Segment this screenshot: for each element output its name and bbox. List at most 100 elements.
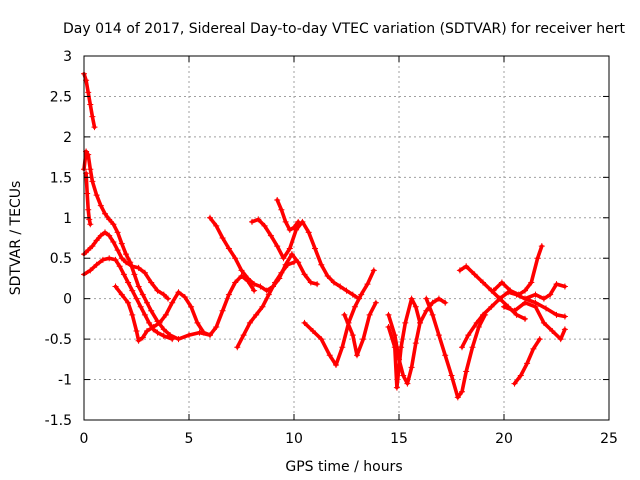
- plot-frame: [83, 55, 610, 421]
- data-point-marker: [543, 305, 549, 312]
- data-point-marker: [536, 336, 543, 343]
- data-point-marker: [553, 281, 560, 288]
- data-point-marker: [343, 287, 350, 294]
- data-point-marker: [301, 319, 308, 326]
- data-point-marker: [120, 271, 127, 278]
- data-point-marker: [305, 229, 312, 236]
- data-series-group: [81, 70, 568, 401]
- data-point-marker: [106, 232, 113, 239]
- data-point-marker: [141, 269, 148, 276]
- data-point-marker: [501, 303, 507, 310]
- data-point-marker: [253, 311, 260, 318]
- data-point-marker: [169, 336, 176, 343]
- data-point-marker: [475, 323, 482, 330]
- data-point-marker: [349, 291, 356, 298]
- data-point-marker: [244, 275, 251, 282]
- x-tick-label: 10: [285, 431, 303, 447]
- data-point-marker: [515, 291, 522, 298]
- data-point-marker: [456, 267, 463, 274]
- y-axis-label: SDTVAR / TECUs: [8, 181, 24, 296]
- data-point-marker: [398, 344, 405, 351]
- data-point-marker: [135, 264, 142, 271]
- data-point-marker: [385, 323, 392, 330]
- data-point-marker: [488, 303, 495, 310]
- data-point-marker: [408, 295, 415, 302]
- data-point-marker: [85, 206, 92, 213]
- data-point-marker: [89, 178, 96, 185]
- data-point-marker: [144, 299, 150, 306]
- data-point-marker: [442, 352, 449, 359]
- data-point-marker: [490, 287, 497, 294]
- data-point-marker: [465, 332, 472, 339]
- data-point-marker: [106, 255, 113, 262]
- data-point-marker: [288, 251, 295, 258]
- data-point-marker: [314, 281, 321, 288]
- data-point-marker: [87, 101, 94, 108]
- data-point-marker: [291, 224, 297, 231]
- data-point-marker: [85, 89, 92, 96]
- data-point-marker: [274, 243, 281, 250]
- data-point-marker: [125, 279, 132, 286]
- y-tick-label: -0.5: [45, 332, 72, 348]
- data-point-marker: [553, 311, 560, 318]
- data-point-marker: [339, 344, 346, 351]
- data-point-marker: [246, 319, 253, 326]
- data-point-marker: [312, 245, 318, 252]
- data-point-marker: [448, 372, 455, 379]
- data-point-marker: [125, 299, 132, 306]
- data-point-marker: [459, 388, 465, 395]
- data-point-marker: [267, 232, 274, 239]
- data-point-marker: [89, 243, 96, 250]
- y-tick-label: 0: [63, 292, 72, 308]
- data-point-marker: [318, 261, 325, 268]
- data-point-marker: [97, 202, 104, 209]
- data-point-marker: [219, 307, 226, 314]
- data-point-marker: [423, 295, 430, 302]
- data-point-marker: [110, 221, 117, 228]
- data-point-marker: [366, 311, 373, 318]
- data-point-marker: [291, 259, 297, 266]
- data-point-marker: [557, 336, 564, 343]
- data-point-marker: [84, 190, 91, 197]
- x-tick-label: 25: [600, 431, 618, 447]
- data-series: [208, 216, 319, 293]
- data-point-marker: [469, 344, 476, 351]
- data-point-marker: [169, 299, 176, 306]
- data-series: [491, 244, 544, 297]
- data-point-marker: [278, 206, 285, 213]
- data-point-marker: [528, 279, 535, 286]
- data-series: [386, 296, 448, 386]
- x-tick-label: 0: [80, 431, 89, 447]
- data-point-marker: [188, 303, 195, 310]
- data-point-marker: [471, 271, 478, 278]
- data-point-marker: [324, 273, 331, 280]
- data-point-marker: [286, 226, 293, 233]
- data-point-marker: [93, 192, 100, 199]
- data-point-marker: [393, 384, 400, 391]
- data-point-marker: [97, 232, 104, 239]
- data-point-marker: [532, 291, 539, 298]
- data-series: [502, 300, 567, 341]
- data-series: [342, 300, 378, 358]
- data-point-marker: [232, 255, 239, 262]
- data-point-marker: [278, 269, 285, 276]
- data-point-marker: [257, 283, 264, 290]
- data-point-marker: [181, 294, 188, 301]
- data-point-marker: [513, 311, 520, 318]
- data-point-marker: [349, 332, 356, 339]
- data-point-marker: [517, 372, 524, 379]
- y-tick-label: -1.5: [45, 413, 72, 429]
- data-point-marker: [538, 243, 545, 250]
- data-point-marker: [330, 279, 337, 286]
- y-tick-label: 2: [63, 130, 72, 146]
- data-point-marker: [372, 299, 379, 306]
- y-tick-label: 1: [63, 211, 72, 227]
- data-point-marker: [139, 291, 146, 298]
- data-point-marker: [251, 287, 258, 294]
- data-point-marker: [194, 319, 201, 326]
- data-point-marker: [284, 261, 291, 268]
- data-point-marker: [156, 319, 163, 326]
- data-point-marker: [337, 283, 344, 290]
- data-point-marker: [442, 299, 449, 306]
